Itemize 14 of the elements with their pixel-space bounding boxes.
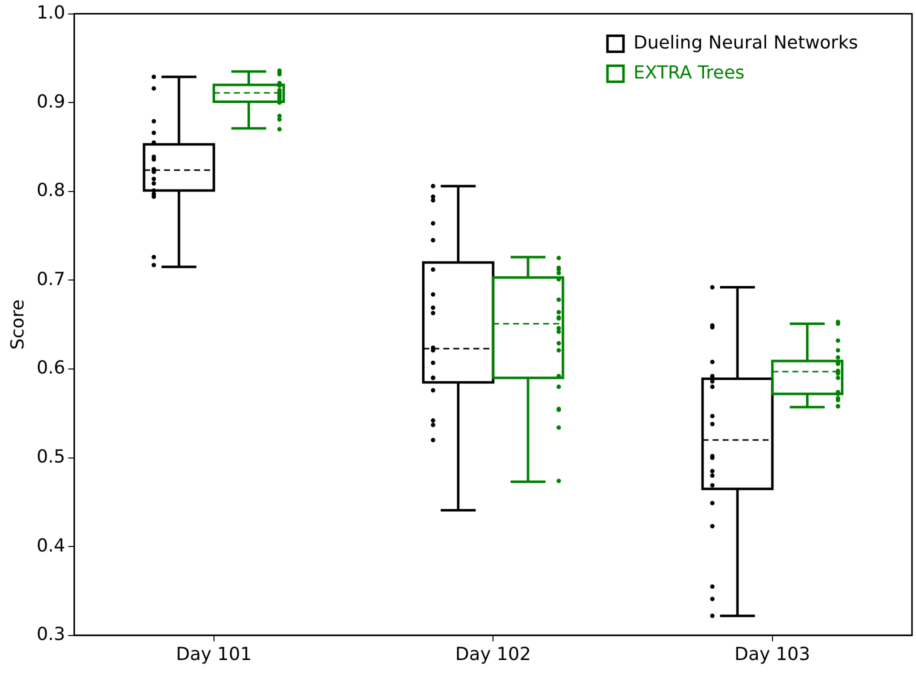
- legend-label: Dueling Neural Networks: [633, 32, 858, 54]
- y-tick-label: 0.8: [36, 180, 66, 202]
- y-tick-label: 0.5: [36, 446, 66, 468]
- y-tick-label: 1.0: [36, 2, 66, 24]
- x-tick-label: Day 101: [176, 644, 252, 665]
- y-tick-label: 0.9: [36, 91, 66, 112]
- x-tick-label: Day 103: [734, 644, 810, 665]
- x-tick-label: Day 102: [455, 644, 531, 665]
- y-tick-label: 0.3: [36, 624, 66, 646]
- y-tick-label: 0.4: [36, 535, 66, 556]
- y-axis-title: Score: [7, 299, 28, 350]
- legend-label: EXTRA Trees: [633, 62, 745, 84]
- y-tick-label: 0.7: [36, 268, 66, 290]
- y-tick-label: 0.6: [36, 358, 66, 379]
